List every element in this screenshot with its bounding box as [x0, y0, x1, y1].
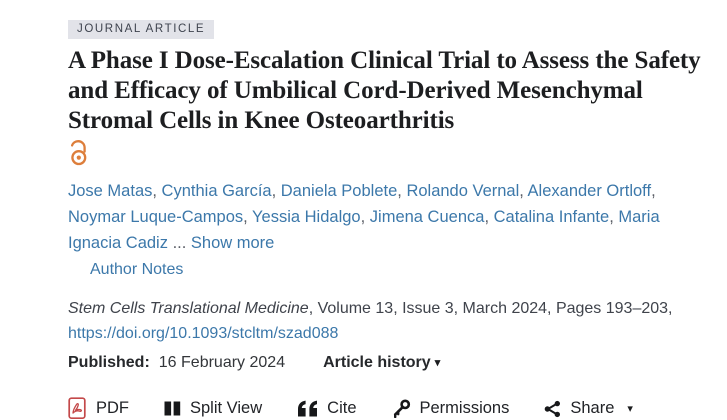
doi-link[interactable]: https://doi.org/10.1093/stcltm/szad088 [68, 325, 339, 342]
citation-details: , Volume 13, Issue 3, March 2024, Pages … [308, 300, 673, 317]
author-separator: , [360, 208, 370, 226]
share-button-label: Share [570, 399, 615, 417]
published-row: Published: 16 February 2024 Article histor… [68, 354, 707, 372]
author-link[interactable]: Jose Matas [68, 182, 153, 200]
author-link[interactable]: Daniela Poblete [280, 182, 398, 200]
chevron-down-icon: ▾ [434, 357, 441, 369]
split-view-button-label: Split View [190, 399, 263, 417]
author-separator: , [243, 208, 253, 226]
author-link[interactable]: Cynthia García [161, 182, 272, 200]
published-label: Published: [68, 354, 150, 371]
citation-line: Stem Cells Translational Medicine, Volum… [68, 296, 707, 346]
published-date: 16 February 2024 [158, 354, 286, 371]
author-list: Jose Matas, Cynthia García, Daniela Pobl… [68, 178, 707, 256]
author-link[interactable]: Yessia Hidalgo [252, 208, 361, 226]
cite-button-label: Cite [327, 399, 357, 417]
author-notes-link[interactable]: Author Notes [90, 261, 184, 278]
article-history-dropdown[interactable]: Article history ▾ [323, 354, 441, 371]
article-title: A Phase I Dose-Escalation Clinical Trial… [68, 47, 701, 134]
split-view-button[interactable]: Split View [164, 399, 262, 418]
author-separator: , [271, 182, 281, 200]
journal-article-badge: JOURNAL ARTICLE [68, 20, 215, 39]
author-link[interactable]: Alexander Ortloff [527, 182, 652, 200]
permissions-button[interactable]: Permissions [392, 399, 510, 418]
cite-button[interactable]: Cite [297, 399, 357, 418]
author-separator: , [152, 182, 162, 200]
author-link[interactable]: Catalina Infante [493, 208, 610, 226]
author-link[interactable]: Noymar Luque-Campos [68, 208, 244, 226]
chevron-down-icon: ▾ [627, 403, 633, 415]
author-separator: , [519, 182, 528, 200]
pdf-button-label: PDF [96, 399, 129, 417]
author-link[interactable]: Maria Ignacia Cadiz [68, 208, 660, 252]
author-link[interactable]: Jimena Cuenca [369, 208, 485, 226]
pdf-icon [68, 397, 87, 420]
pdf-button[interactable]: PDF [68, 397, 129, 420]
author-separator: , [484, 208, 494, 226]
article-toolbar: PDF Split View Cite [68, 397, 707, 420]
share-button[interactable]: Share ▾ [544, 399, 633, 418]
author-separator: , [609, 208, 619, 226]
author-ellipsis: ... [167, 234, 191, 252]
split-view-icon [164, 401, 181, 416]
author-separator: , [651, 182, 656, 200]
author-separator: , [397, 182, 407, 200]
cite-quote-icon [297, 400, 318, 417]
journal-name: Stem Cells Translational Medicine [68, 300, 309, 317]
permissions-button-label: Permissions [419, 399, 510, 417]
author-link[interactable]: Rolando Vernal [406, 182, 520, 200]
open-access-icon[interactable] [68, 140, 90, 166]
permissions-key-icon [392, 399, 411, 418]
show-more-link[interactable]: Show more [190, 234, 275, 252]
share-icon [544, 400, 561, 418]
